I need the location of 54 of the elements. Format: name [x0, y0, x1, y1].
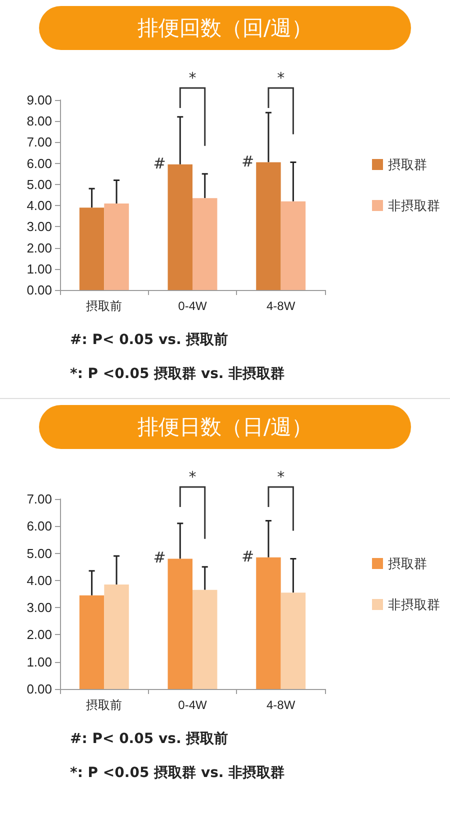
- bar: [104, 584, 129, 689]
- annotation: #: [242, 547, 254, 566]
- y-tick-label: 4.00: [26, 572, 52, 588]
- y-tick-label: 1.00: [26, 261, 52, 276]
- chart-title: 排便回数（回/週）: [39, 6, 411, 50]
- chart-title: 排便日数（日/週）: [39, 405, 411, 449]
- legend-label: 非摂取群: [388, 597, 440, 612]
- text: #: P< 0.05 vs. 摂取前: [70, 730, 230, 749]
- text: *: [188, 468, 197, 486]
- x-tick-label: 4-8W: [266, 698, 296, 712]
- y-tick-label: 7.00: [26, 134, 52, 150]
- annotation: #: [242, 152, 254, 170]
- y-tick-label: 8.00: [26, 114, 52, 129]
- y-tick-label: 9.00: [26, 92, 52, 108]
- y-tick-label: 2.00: [26, 627, 52, 642]
- text: #: P< 0.05 vs. 摂取前: [70, 331, 230, 350]
- bar: [256, 162, 281, 290]
- bar: [79, 208, 104, 290]
- bar: [280, 201, 306, 290]
- y-tick-label: 6.00: [26, 518, 52, 534]
- y-tick-label: 5.00: [26, 176, 52, 192]
- text: *: P <0.05 摂取群 vs. 非摂取群: [70, 764, 286, 783]
- x-tick-label: 0-4W: [178, 698, 208, 712]
- y-tick-label: 1.00: [26, 654, 52, 670]
- x-tick-label: 0-4W: [178, 299, 208, 313]
- bar: [192, 198, 218, 290]
- text: *: [277, 468, 286, 486]
- bar: [192, 590, 218, 689]
- x-tick-label: 4-8W: [266, 299, 296, 313]
- y-tick-label: 0.00: [26, 282, 52, 298]
- y-tick-label: 3.00: [26, 600, 52, 616]
- y-tick-label: 7.00: [26, 492, 52, 506]
- legend-label: 非摂取群: [388, 198, 440, 213]
- y-tick-label: 5.00: [26, 546, 52, 561]
- text: *: [277, 69, 286, 87]
- text: *: P <0.05 摂取群 vs. 非摂取群: [70, 365, 286, 384]
- bar: [79, 595, 104, 689]
- legend-label: 摂取群: [388, 556, 427, 571]
- y-tick-label: 3.00: [26, 219, 52, 234]
- x-tick-label: 摂取前: [86, 299, 122, 313]
- annotation: #: [153, 548, 166, 567]
- legend-label: 摂取群: [388, 157, 427, 172]
- y-tick-label: 2.00: [26, 240, 52, 256]
- bar: [168, 558, 192, 689]
- text: *: [188, 69, 197, 87]
- y-tick-label: 4.00: [26, 198, 52, 214]
- annotation: #: [153, 154, 166, 172]
- y-tick-label: 0.00: [26, 682, 52, 696]
- y-tick-label: 6.00: [26, 156, 52, 171]
- x-tick-label: 摂取前: [86, 698, 122, 712]
- bar: [256, 557, 281, 689]
- bar: [280, 592, 306, 689]
- bar: [168, 164, 192, 290]
- bar: [104, 203, 129, 290]
